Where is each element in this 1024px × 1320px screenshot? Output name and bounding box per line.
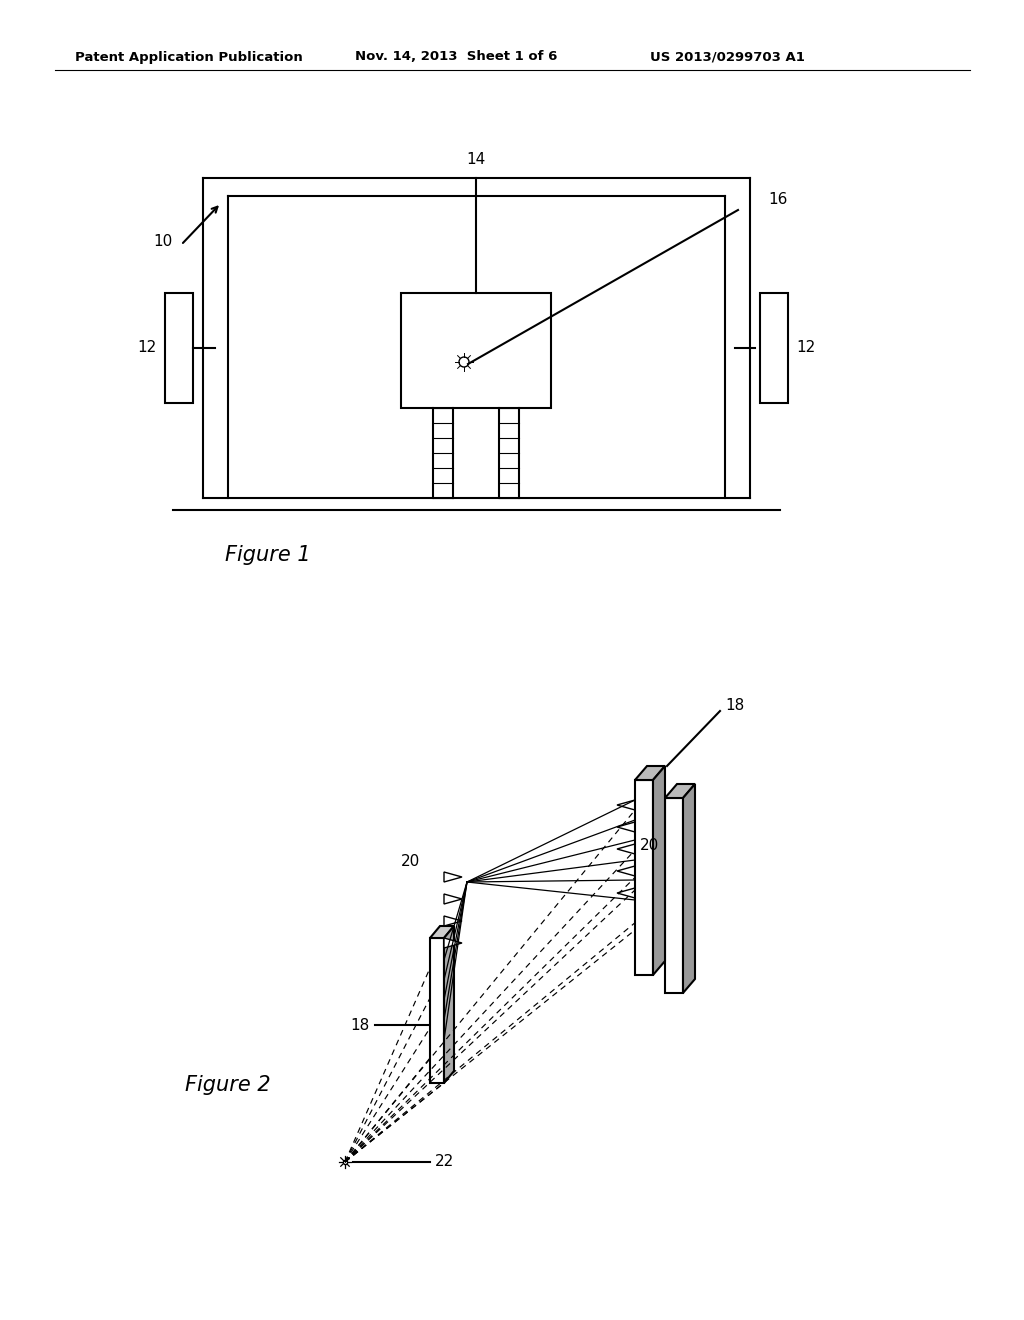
- Polygon shape: [444, 916, 462, 927]
- Polygon shape: [430, 939, 444, 1082]
- Polygon shape: [430, 927, 454, 939]
- Text: 14: 14: [466, 153, 485, 168]
- Bar: [760, 293, 788, 403]
- Polygon shape: [635, 780, 653, 975]
- Text: 20: 20: [640, 837, 659, 853]
- Polygon shape: [617, 822, 635, 832]
- Text: Patent Application Publication: Patent Application Publication: [75, 50, 303, 63]
- Polygon shape: [635, 766, 665, 780]
- Text: 22: 22: [435, 1155, 455, 1170]
- Polygon shape: [617, 888, 635, 898]
- Polygon shape: [444, 939, 462, 948]
- Text: 18: 18: [725, 698, 744, 714]
- Text: Figure 1: Figure 1: [225, 545, 310, 565]
- Text: US 2013/0299703 A1: US 2013/0299703 A1: [650, 50, 805, 63]
- Text: 10: 10: [154, 234, 173, 248]
- Polygon shape: [617, 866, 635, 876]
- Polygon shape: [653, 766, 665, 975]
- Polygon shape: [444, 927, 454, 1082]
- Polygon shape: [444, 873, 462, 882]
- Text: Figure 2: Figure 2: [185, 1074, 270, 1096]
- Polygon shape: [617, 843, 635, 854]
- Polygon shape: [617, 800, 635, 810]
- Polygon shape: [444, 894, 462, 904]
- Polygon shape: [665, 784, 695, 799]
- Text: Nov. 14, 2013  Sheet 1 of 6: Nov. 14, 2013 Sheet 1 of 6: [355, 50, 557, 63]
- Text: 20: 20: [400, 854, 420, 870]
- Text: 18: 18: [351, 1018, 370, 1032]
- Bar: [401, 293, 551, 408]
- Text: 12: 12: [138, 341, 157, 355]
- Text: 16: 16: [768, 193, 787, 207]
- Text: 12: 12: [796, 341, 815, 355]
- Polygon shape: [665, 799, 683, 993]
- Bar: [165, 293, 193, 403]
- Polygon shape: [683, 784, 695, 993]
